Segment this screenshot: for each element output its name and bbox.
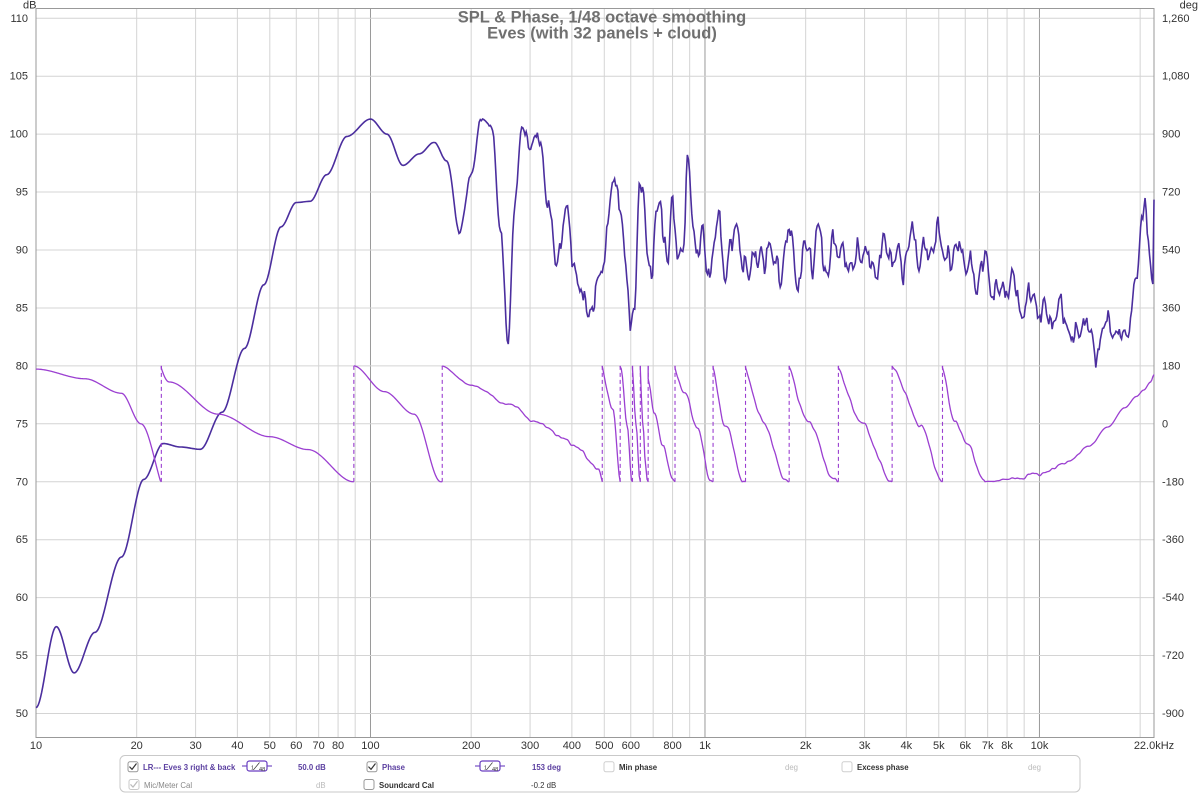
- svg-text:360: 360: [1162, 302, 1180, 314]
- svg-text:50: 50: [264, 740, 276, 752]
- svg-text:10: 10: [30, 740, 42, 752]
- svg-text:7k: 7k: [982, 740, 994, 752]
- svg-text:200: 200: [462, 740, 480, 752]
- svg-text:1,080: 1,080: [1162, 71, 1190, 83]
- svg-text:-180: -180: [1162, 476, 1184, 488]
- svg-text:300: 300: [521, 740, 539, 752]
- svg-text:8k: 8k: [1001, 740, 1013, 752]
- svg-text:900: 900: [1162, 129, 1180, 141]
- svg-text:40: 40: [231, 740, 243, 752]
- svg-text:540: 540: [1162, 245, 1180, 257]
- svg-text:180: 180: [1162, 360, 1180, 372]
- svg-text:1: 1: [484, 765, 487, 771]
- svg-text:50.0 dB: 50.0 dB: [298, 763, 326, 772]
- svg-text:Min phase: Min phase: [619, 763, 658, 772]
- svg-text:0: 0: [1162, 418, 1168, 430]
- svg-text:70: 70: [313, 740, 325, 752]
- svg-text:500: 500: [595, 740, 613, 752]
- svg-text:85: 85: [16, 302, 28, 314]
- svg-text:80: 80: [332, 740, 344, 752]
- svg-text:deg: deg: [1028, 763, 1041, 772]
- svg-text:-540: -540: [1162, 592, 1184, 604]
- svg-text:720: 720: [1162, 187, 1180, 199]
- svg-text:1: 1: [251, 765, 254, 771]
- svg-text:90: 90: [16, 245, 28, 257]
- svg-text:-720: -720: [1162, 650, 1184, 662]
- svg-text:30: 30: [189, 740, 201, 752]
- svg-text:1k: 1k: [699, 740, 711, 752]
- svg-text:10k: 10k: [1031, 740, 1049, 752]
- svg-text:Phase: Phase: [382, 763, 406, 772]
- svg-text:6k: 6k: [959, 740, 971, 752]
- svg-text:Soundcard Cal: Soundcard Cal: [379, 781, 434, 790]
- svg-text:deg: deg: [785, 763, 798, 772]
- svg-text:100: 100: [361, 740, 379, 752]
- svg-text:110: 110: [10, 13, 28, 25]
- svg-text:Eves (with 32 panels + cloud): Eves (with 32 panels + cloud): [487, 25, 717, 43]
- svg-text:800: 800: [663, 740, 681, 752]
- svg-text:48: 48: [259, 767, 265, 773]
- svg-text:dB: dB: [23, 0, 36, 12]
- svg-text:-0.2 dB: -0.2 dB: [531, 781, 556, 790]
- svg-text:Excess phase: Excess phase: [857, 763, 909, 772]
- svg-text:5k: 5k: [933, 740, 945, 752]
- svg-text:-900: -900: [1162, 708, 1184, 720]
- svg-text:50: 50: [16, 708, 28, 720]
- svg-text:dB: dB: [316, 781, 326, 790]
- svg-text:deg: deg: [1180, 0, 1198, 12]
- svg-text:80: 80: [16, 360, 28, 372]
- svg-text:48: 48: [492, 767, 498, 773]
- svg-text:22.0kHz: 22.0kHz: [1134, 740, 1174, 752]
- svg-text:3k: 3k: [859, 740, 871, 752]
- svg-text:100: 100: [10, 129, 28, 141]
- svg-text:4k: 4k: [901, 740, 913, 752]
- svg-text:105: 105: [10, 71, 28, 83]
- svg-text:65: 65: [16, 534, 28, 546]
- svg-text:60: 60: [16, 592, 28, 604]
- svg-text:LR--- Eves 3 right & back: LR--- Eves 3 right & back: [143, 763, 236, 772]
- svg-text:153 deg: 153 deg: [532, 763, 561, 772]
- svg-text:2k: 2k: [800, 740, 812, 752]
- svg-text:60: 60: [290, 740, 302, 752]
- svg-text:70: 70: [16, 476, 28, 488]
- svg-text:-360: -360: [1162, 534, 1184, 546]
- svg-text:600: 600: [622, 740, 640, 752]
- svg-text:Mic/Meter Cal: Mic/Meter Cal: [144, 781, 192, 790]
- svg-text:400: 400: [563, 740, 581, 752]
- svg-text:55: 55: [16, 650, 28, 662]
- svg-text:75: 75: [16, 418, 28, 430]
- svg-text:20: 20: [131, 740, 143, 752]
- svg-text:95: 95: [16, 187, 28, 199]
- svg-text:1,260: 1,260: [1162, 13, 1190, 25]
